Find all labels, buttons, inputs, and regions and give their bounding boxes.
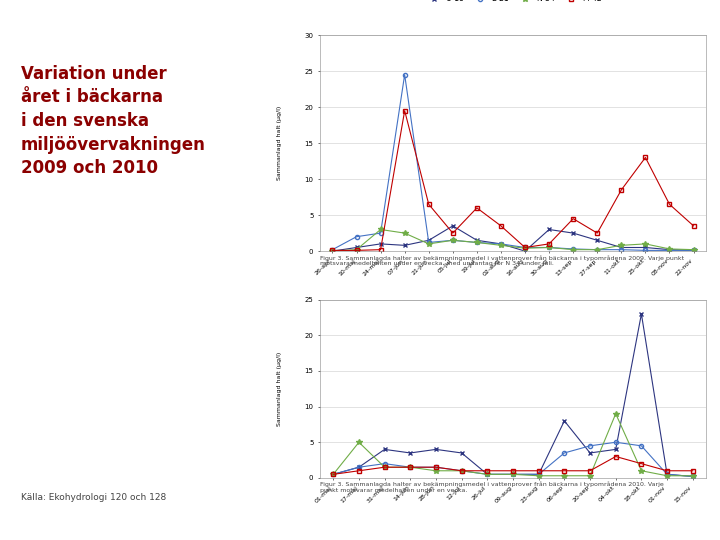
- O 18: [352, 244, 361, 251]
- O 18: [641, 244, 649, 251]
- M 42: [569, 215, 577, 222]
- O 18: [689, 247, 698, 254]
- N 34: [497, 242, 505, 248]
- O 18: [665, 246, 674, 253]
- O 18: [377, 241, 385, 247]
- O 18: [545, 226, 554, 233]
- N 34: [352, 246, 361, 253]
- M 42: [400, 107, 409, 114]
- E 21: [641, 247, 649, 254]
- N 34: [665, 246, 674, 252]
- Line: N 34: N 34: [330, 227, 696, 254]
- O 18: [497, 241, 505, 247]
- Y-axis label: Sammanlagd halt (µg/l): Sammanlagd halt (µg/l): [277, 352, 282, 426]
- M 42: [497, 222, 505, 229]
- M 42: [352, 247, 361, 254]
- E 21: [449, 237, 457, 244]
- E 21: [472, 239, 481, 246]
- Y-axis label: Sammanlagd halt (µg/l): Sammanlagd halt (µg/l): [277, 106, 282, 180]
- M 42: [545, 241, 554, 247]
- E 21: [617, 246, 626, 253]
- E 21: [328, 246, 337, 253]
- Text: Källa: Ekohydrologi 120 och 128: Källa: Ekohydrologi 120 och 128: [21, 493, 166, 502]
- Line: M 42: M 42: [330, 109, 696, 253]
- O 18: [593, 237, 602, 244]
- M 42: [641, 154, 649, 161]
- M 42: [328, 247, 337, 254]
- M 42: [449, 230, 457, 237]
- E 21: [593, 246, 602, 253]
- E 21: [665, 247, 674, 254]
- Text: Figur 3. Sammanlagda halter av bekämpningsmedel i vattenprover från bäckarna i t: Figur 3. Sammanlagda halter av bekämpnin…: [320, 255, 685, 266]
- Legend: O 18, E 21, N 34, M 42: O 18, E 21, N 34, M 42: [421, 0, 605, 6]
- N 34: [689, 246, 698, 253]
- N 34: [449, 237, 457, 244]
- M 42: [521, 244, 529, 251]
- O 18: [328, 248, 337, 254]
- E 21: [377, 230, 385, 237]
- N 34: [400, 230, 409, 237]
- O 18: [569, 230, 577, 237]
- M 42: [593, 230, 602, 237]
- O 18: [617, 244, 626, 251]
- E 21: [424, 239, 433, 246]
- O 18: [449, 222, 457, 229]
- N 34: [617, 242, 626, 248]
- N 34: [328, 248, 337, 254]
- E 21: [497, 241, 505, 247]
- N 34: [377, 226, 385, 233]
- E 21: [400, 71, 409, 78]
- M 42: [617, 187, 626, 193]
- O 18: [472, 237, 481, 244]
- N 34: [641, 241, 649, 247]
- M 42: [424, 201, 433, 207]
- M 42: [689, 222, 698, 229]
- E 21: [569, 246, 577, 252]
- N 34: [569, 246, 577, 253]
- M 42: [665, 201, 674, 207]
- Text: Variation under
året i bäckarna
i den svenska
miljöövervakningen
2009 och 2010: Variation under året i bäckarna i den sv…: [21, 65, 205, 177]
- O 18: [424, 237, 433, 244]
- M 42: [377, 246, 385, 253]
- E 21: [521, 244, 529, 251]
- O 18: [400, 242, 409, 248]
- N 34: [593, 246, 602, 253]
- E 21: [689, 247, 698, 254]
- N 34: [521, 245, 529, 252]
- E 21: [352, 233, 361, 240]
- E 21: [545, 244, 554, 251]
- M 42: [472, 205, 481, 211]
- O 18: [521, 248, 529, 254]
- N 34: [545, 244, 554, 251]
- Line: E 21: E 21: [330, 72, 696, 253]
- N 34: [424, 241, 433, 247]
- N 34: [472, 239, 481, 246]
- Text: Figur 3. Sammanlagda halter av bekämpningsmedel i vattenprover från bäckarna i t: Figur 3. Sammanlagda halter av bekämpnin…: [320, 482, 664, 493]
- Line: O 18: O 18: [330, 224, 696, 253]
